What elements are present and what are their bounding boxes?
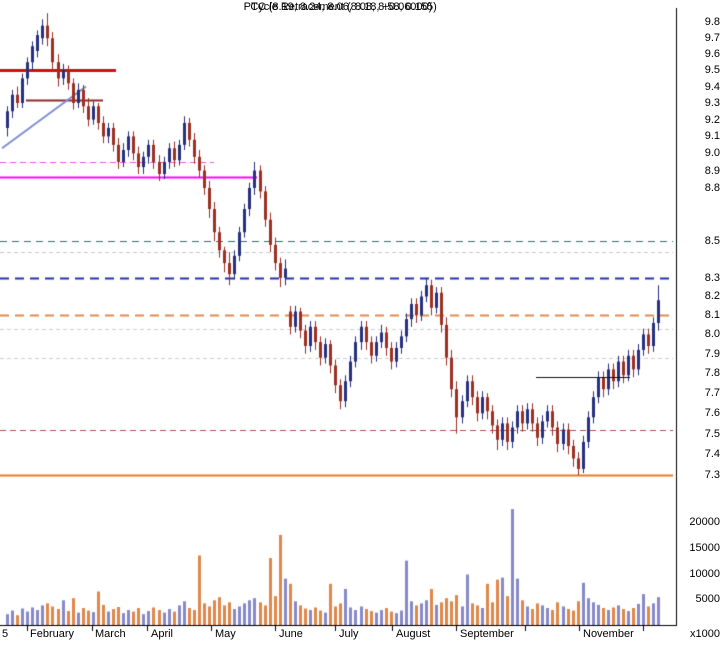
price-axis-label: 9.4 (704, 81, 720, 93)
volume-axis-label: 5000 (695, 593, 720, 605)
price-axis-label: 9.7 (704, 32, 720, 44)
time-axis-label: July (339, 628, 359, 640)
price-axis-label: 7.9 (704, 348, 720, 360)
price-axis-label: 7.5 (704, 428, 720, 440)
time-axis-label: May (215, 628, 236, 640)
price-axis-label: 8.9 (704, 165, 720, 177)
time-axis-label: 5 (2, 628, 9, 640)
time-axis-label: March (95, 628, 126, 640)
time-axis-label: September (460, 628, 514, 640)
volume-axis-label: 10000 (689, 568, 720, 580)
time-axis-label: April (151, 628, 174, 640)
price-axis-label: 7.3 (704, 469, 720, 481)
volume-axis-label: 20000 (689, 516, 720, 528)
price-axis-label: 9.1 (704, 130, 720, 142)
volume-axis-label: 15000 (689, 542, 720, 554)
price-axis-label: 8.3 (704, 272, 720, 284)
price-axis-label: 9.8 (704, 16, 720, 28)
price-axis-label: 7.7 (704, 387, 720, 399)
time-axis-label: February (30, 628, 75, 640)
time-axis-label: August (396, 628, 431, 640)
time-axis-label: November (583, 628, 634, 640)
price-axis-label: 7.6 (704, 407, 720, 419)
price-axis-label: 9.3 (704, 97, 720, 109)
price-axis-label: 7.4 (704, 448, 720, 460)
price-axis-label: 8.5 (704, 235, 720, 247)
price-axis-label: 8.8 (704, 182, 720, 194)
time-axis-label: June (279, 628, 303, 640)
price-axis-label: 8.0 (704, 328, 720, 340)
price-axis-label: 7.8 (704, 367, 720, 379)
price-axis-label: 9.0 (704, 147, 720, 159)
price-axis-label: 9.5 (704, 64, 720, 76)
volume-unit-label: x1000 (690, 628, 720, 640)
price-axis-label: 8.1 (704, 309, 720, 321)
price-axis-label: 8.2 (704, 290, 720, 302)
price-axis-label: 9.6 (704, 48, 720, 60)
price-axis-label: 9.2 (704, 114, 720, 126)
